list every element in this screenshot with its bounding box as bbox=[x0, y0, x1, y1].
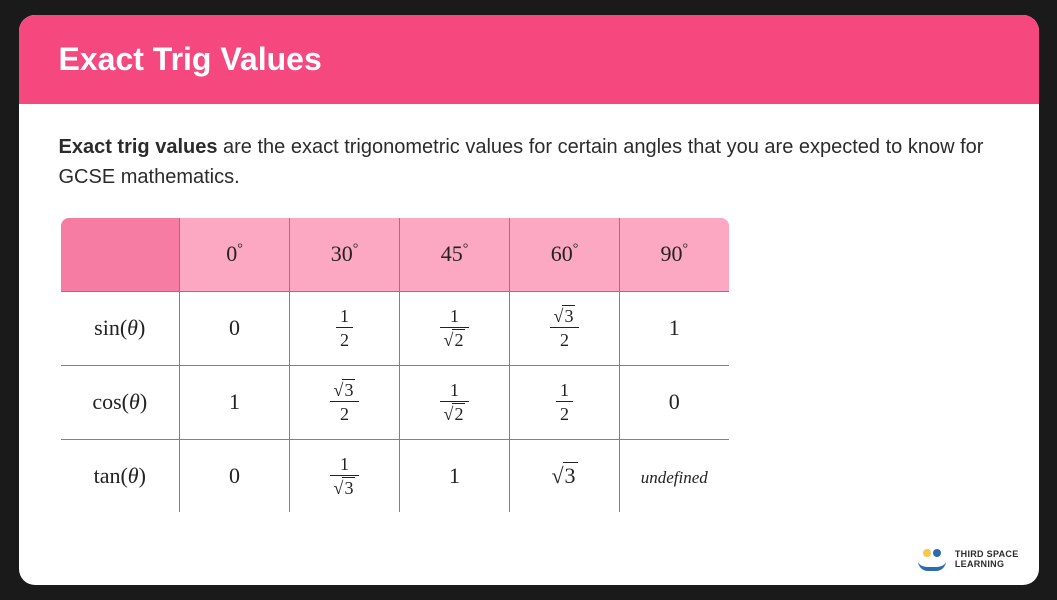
brand-logo-text: THIRD SPACE LEARNING bbox=[955, 550, 1019, 570]
cell-sin-45: 12 bbox=[400, 291, 510, 365]
cell-cos-45: 12 bbox=[400, 365, 510, 439]
table-row: cos(θ) 1 32 12 12 0 bbox=[60, 365, 730, 439]
cell-cos-60: 12 bbox=[510, 365, 620, 439]
table-corner-cell bbox=[60, 217, 180, 291]
cell-sin-30: 12 bbox=[290, 291, 400, 365]
angle-header-30: 30° bbox=[290, 217, 400, 291]
intro-bold: Exact trig values bbox=[59, 136, 218, 158]
cell-sin-60: 32 bbox=[510, 291, 620, 365]
table-row: tan(θ) 0 13 1 3 undefined bbox=[60, 439, 730, 513]
angle-header-45: 45° bbox=[400, 217, 510, 291]
cell-sin-0: 0 bbox=[180, 291, 290, 365]
content-area: Exact trig values are the exact trigonom… bbox=[19, 104, 1039, 542]
table-row: sin(θ) 0 12 12 32 1 bbox=[60, 291, 730, 365]
cell-tan-45: 1 bbox=[400, 439, 510, 513]
table-header-row: 0° 30° 45° 60° 90° bbox=[60, 217, 730, 291]
cell-cos-90: 0 bbox=[620, 365, 730, 439]
angle-header-60: 60° bbox=[510, 217, 620, 291]
row-label-cos: cos(θ) bbox=[60, 365, 180, 439]
row-label-sin: sin(θ) bbox=[60, 291, 180, 365]
cell-cos-0: 1 bbox=[180, 365, 290, 439]
page-title: Exact Trig Values bbox=[59, 41, 999, 78]
brand-logo: THIRD SPACE LEARNING bbox=[917, 549, 1019, 571]
angle-header-90: 90° bbox=[620, 217, 730, 291]
brand-line2: LEARNING bbox=[955, 560, 1019, 570]
trig-values-table: 0° 30° 45° 60° 90° sin(θ) 0 12 12 32 1 c… bbox=[59, 216, 731, 514]
cell-tan-30: 13 bbox=[290, 439, 400, 513]
header-bar: Exact Trig Values bbox=[19, 15, 1039, 104]
cell-sin-90: 1 bbox=[620, 291, 730, 365]
card: Exact Trig Values Exact trig values are … bbox=[19, 15, 1039, 585]
row-label-tan: tan(θ) bbox=[60, 439, 180, 513]
cell-tan-90: undefined bbox=[620, 439, 730, 513]
cell-tan-0: 0 bbox=[180, 439, 290, 513]
angle-header-0: 0° bbox=[180, 217, 290, 291]
brand-logo-icon bbox=[917, 549, 947, 571]
intro-paragraph: Exact trig values are the exact trigonom… bbox=[59, 132, 999, 192]
cell-tan-60: 3 bbox=[510, 439, 620, 513]
cell-cos-30: 32 bbox=[290, 365, 400, 439]
